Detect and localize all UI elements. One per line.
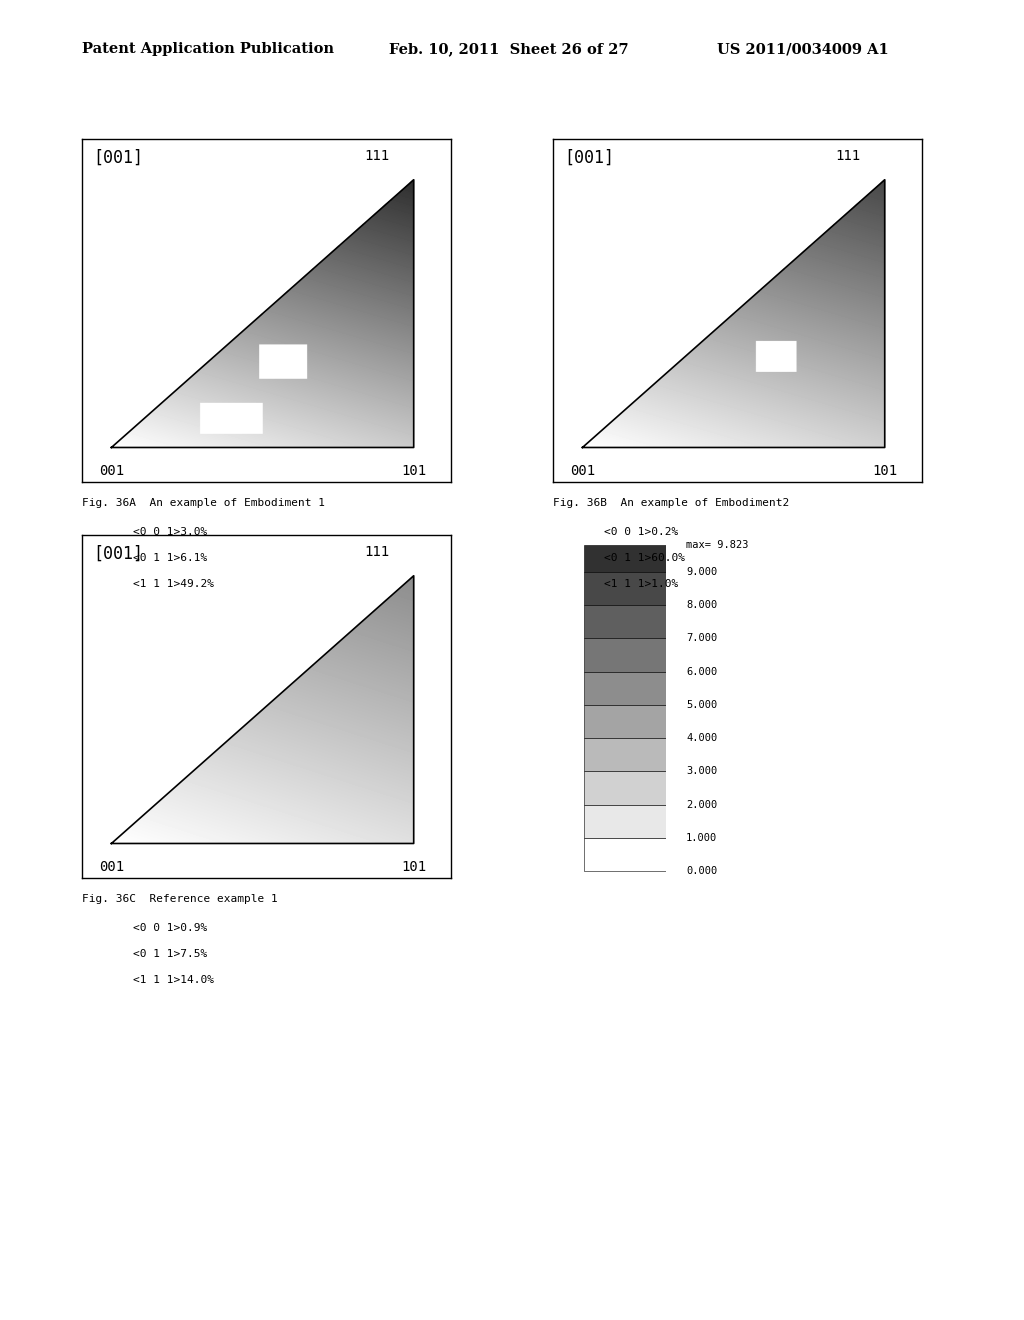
Bar [584,639,666,672]
Bar [584,771,666,805]
Text: <0 0 1>3.0%: <0 0 1>3.0% [133,527,208,537]
Text: 001: 001 [570,465,595,478]
Text: 001: 001 [99,861,124,874]
Text: [001]: [001] [93,149,143,166]
Bar [584,738,666,771]
Text: 111: 111 [365,149,389,162]
Text: 4.000: 4.000 [686,733,718,743]
Text: max= 9.823: max= 9.823 [686,540,749,549]
Text: Feb. 10, 2011  Sheet 26 of 27: Feb. 10, 2011 Sheet 26 of 27 [389,42,629,57]
Text: <0 1 1>6.1%: <0 1 1>6.1% [133,553,208,564]
Text: <1 1 1>49.2%: <1 1 1>49.2% [133,579,214,590]
Bar [584,605,666,639]
Text: 1.000: 1.000 [686,833,718,843]
Text: <0 1 1>7.5%: <0 1 1>7.5% [133,949,208,960]
Bar [584,805,666,838]
Text: 7.000: 7.000 [686,634,718,643]
Text: Fig. 36C  Reference example 1: Fig. 36C Reference example 1 [82,894,278,904]
Text: 111: 111 [365,545,389,558]
Text: 0.000: 0.000 [686,866,718,876]
Text: 101: 101 [401,861,426,874]
Text: 5.000: 5.000 [686,700,718,710]
Text: <0 1 1>60.0%: <0 1 1>60.0% [604,553,685,564]
Text: 2.000: 2.000 [686,800,718,809]
Text: 8.000: 8.000 [686,601,718,610]
Text: 3.000: 3.000 [686,767,718,776]
Text: [001]: [001] [564,149,614,166]
Text: [001]: [001] [93,545,143,562]
Text: Fig. 36B  An example of Embodiment2: Fig. 36B An example of Embodiment2 [553,498,790,508]
Text: <0 0 1>0.9%: <0 0 1>0.9% [133,923,208,933]
Text: 9.000: 9.000 [686,566,718,577]
Text: <0 0 1>0.2%: <0 0 1>0.2% [604,527,679,537]
Bar [584,672,666,705]
Text: 6.000: 6.000 [686,667,718,677]
Text: <1 1 1>1.0%: <1 1 1>1.0% [604,579,679,590]
Text: Fig. 36A  An example of Embodiment 1: Fig. 36A An example of Embodiment 1 [82,498,325,508]
Bar [584,705,666,738]
Text: US 2011/0034009 A1: US 2011/0034009 A1 [717,42,889,57]
Text: 101: 101 [401,465,426,478]
Text: 101: 101 [872,465,897,478]
Bar [584,545,666,572]
Text: <1 1 1>14.0%: <1 1 1>14.0% [133,975,214,986]
Text: 111: 111 [836,149,860,162]
Text: 001: 001 [99,465,124,478]
Text: Patent Application Publication: Patent Application Publication [82,42,334,57]
Bar [584,572,666,605]
Bar [584,838,666,871]
